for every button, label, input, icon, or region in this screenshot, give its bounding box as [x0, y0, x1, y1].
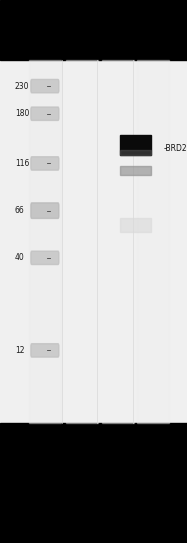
Text: -BRD2: -BRD2	[164, 144, 187, 154]
Bar	[120, 135, 151, 155]
Bar	[0, 0, 187, 60]
Text: 116: 116	[15, 159, 29, 168]
FancyBboxPatch shape	[31, 203, 59, 218]
Bar	[66, 60, 98, 423]
FancyBboxPatch shape	[31, 79, 59, 93]
FancyBboxPatch shape	[31, 107, 59, 121]
Text: 40: 40	[15, 254, 25, 262]
Text: 12: 12	[15, 346, 24, 355]
FancyBboxPatch shape	[31, 157, 59, 170]
Bar	[102, 60, 134, 423]
Bar	[0, 423, 187, 543]
Bar	[120, 218, 151, 232]
Text: 66: 66	[15, 206, 25, 215]
Bar	[137, 60, 169, 423]
FancyBboxPatch shape	[31, 344, 59, 357]
Bar	[120, 166, 151, 175]
Text: 230: 230	[15, 81, 30, 91]
Bar	[120, 150, 151, 155]
Bar	[0, 60, 187, 423]
Bar	[29, 60, 61, 423]
FancyBboxPatch shape	[31, 251, 59, 264]
Text: 180: 180	[15, 109, 29, 118]
